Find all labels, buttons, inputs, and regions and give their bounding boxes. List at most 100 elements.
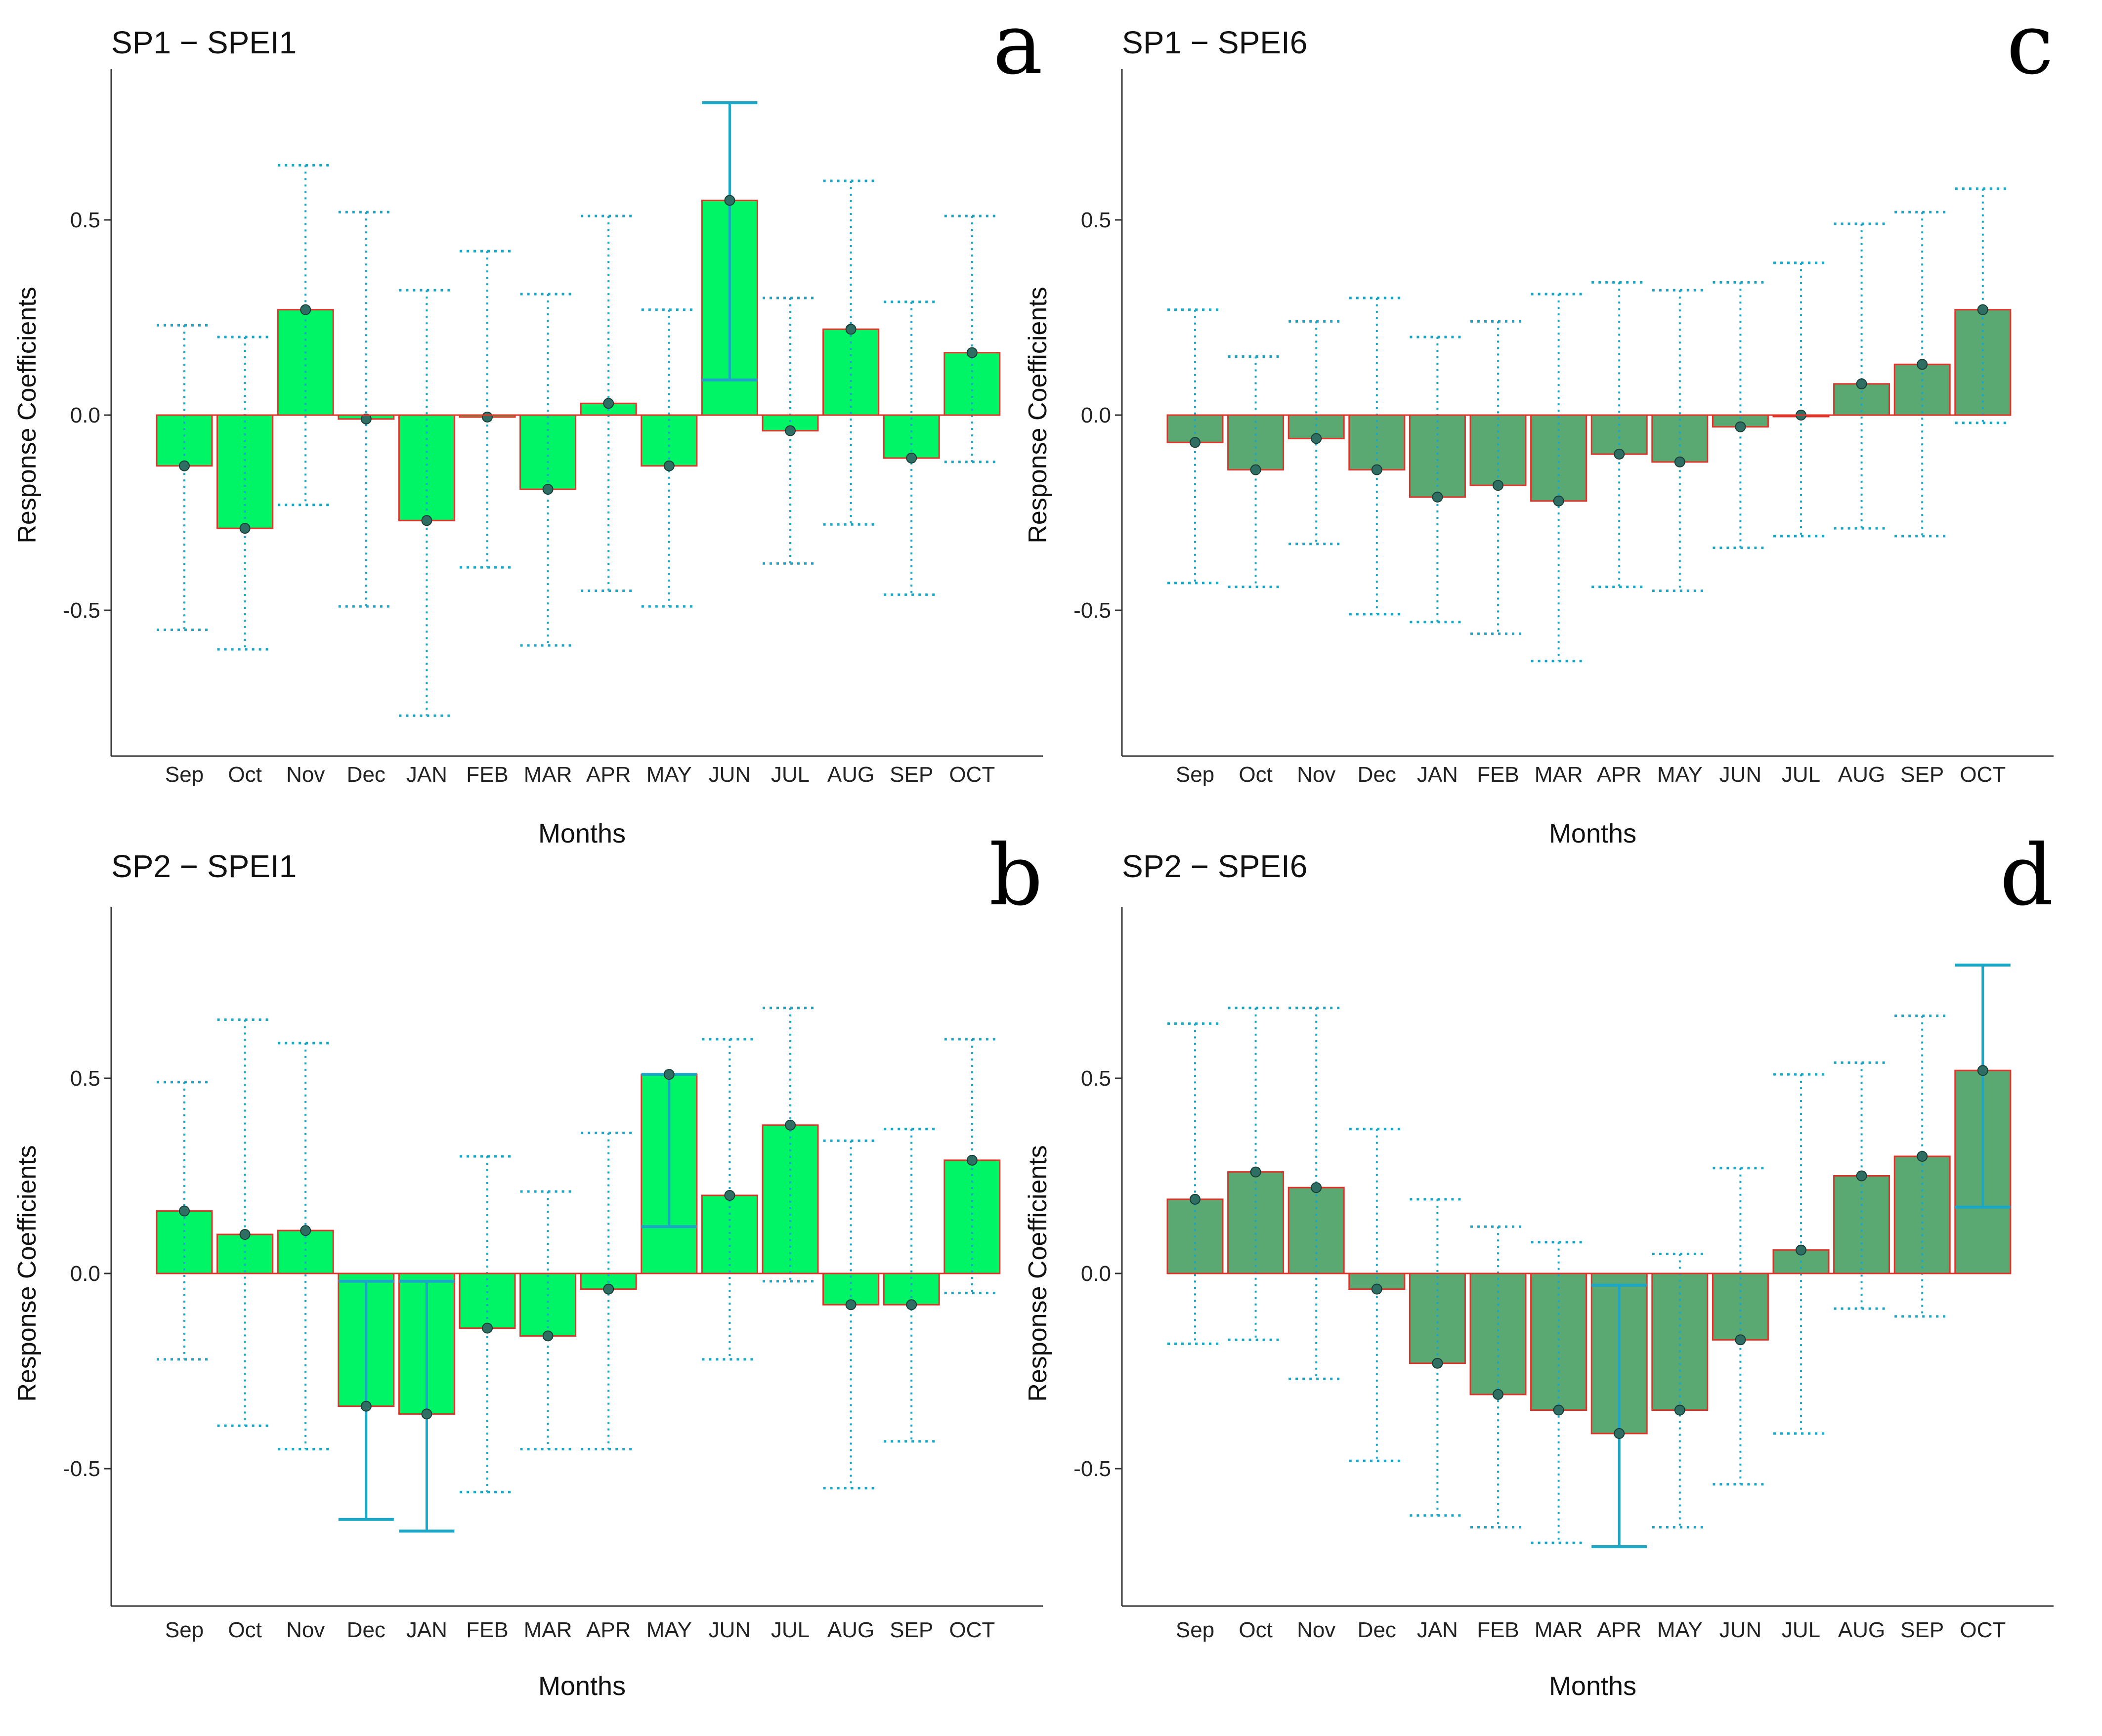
x-tick-label: FEB <box>466 1618 509 1642</box>
x-tick-label: MAR <box>524 762 572 787</box>
x-tick-label: JUN <box>709 762 751 787</box>
value-point <box>1553 1404 1564 1416</box>
y-axis-title: Response Coefficients <box>1024 1145 1052 1401</box>
y-tick-label: 0.5 <box>1081 1066 1111 1091</box>
bar <box>519 414 577 490</box>
x-tick-label: Nov <box>286 762 325 787</box>
value-point <box>724 195 735 206</box>
value-point <box>906 1299 917 1311</box>
value-point <box>1311 1182 1322 1193</box>
value-point <box>603 398 614 409</box>
panel-c-plot: -0.5 0.0 0.5 Response Coefficients Months Sep… <box>1024 69 2054 848</box>
x-tick-label: JUN <box>1719 762 1762 787</box>
x-tick-label: APR <box>1597 762 1641 787</box>
x-tick-label: JUL <box>1782 762 1820 787</box>
value-point <box>542 484 554 495</box>
panel-c-letter: c <box>2007 0 2054 93</box>
value-point <box>482 411 493 423</box>
value-point <box>1432 491 1443 503</box>
value-point <box>542 1330 554 1342</box>
bar <box>1651 1272 1709 1411</box>
y-tick-label: -0.5 <box>63 598 100 623</box>
value-point <box>1250 1166 1261 1178</box>
x-axis-title: Months <box>1549 819 1636 848</box>
y-axis-title: Response Coefficients <box>1024 287 1052 543</box>
x-tick-label: FEB <box>1477 1618 1519 1642</box>
x-tick-label: MAY <box>646 762 692 787</box>
bar <box>762 1124 819 1274</box>
value-point <box>1856 378 1867 389</box>
x-tick-label: JUN <box>1719 1618 1762 1642</box>
panel-d-plot: -0.5 0.0 0.5 Response Coefficients Months Sep… <box>1024 907 2054 1701</box>
panel-a-title: SP1 − SPEI1 <box>111 25 297 60</box>
value-point <box>300 1225 311 1236</box>
value-point <box>482 1322 493 1334</box>
x-axis-title: Months <box>538 1671 626 1701</box>
x-tick-label: APR <box>1597 1618 1641 1642</box>
panel-c-title: SP1 − SPEI6 <box>1122 25 1307 60</box>
value-point <box>179 1205 190 1217</box>
y-tick-label: 0.0 <box>70 1262 100 1286</box>
value-point <box>360 413 372 424</box>
y-tick-label: 0.5 <box>1081 208 1111 232</box>
value-point <box>603 1283 614 1295</box>
x-tick-label: MAY <box>1657 1618 1703 1642</box>
value-point <box>785 425 796 436</box>
x-tick-label: JUN <box>709 1618 751 1642</box>
x-tick-label: Nov <box>1297 762 1335 787</box>
bar <box>277 309 334 416</box>
value-point <box>421 515 432 526</box>
value-point <box>906 452 917 464</box>
value-point <box>421 1408 432 1420</box>
bar <box>1893 1155 1951 1274</box>
value-point <box>1735 421 1746 432</box>
x-tick-label: Sep <box>1176 762 1214 787</box>
bar <box>641 414 698 467</box>
bar <box>1530 1272 1587 1411</box>
value-point <box>1674 456 1685 467</box>
x-tick-label: OCT <box>1960 1618 2006 1642</box>
y-tick-label: -0.5 <box>1073 1457 1111 1481</box>
value-point <box>1614 449 1625 460</box>
x-tick-label: Oct <box>228 1618 261 1642</box>
bar <box>459 1272 516 1329</box>
value-point <box>1311 433 1322 444</box>
value-point <box>1190 1193 1201 1205</box>
bar <box>944 1159 1001 1274</box>
x-tick-label: SEP <box>1900 1618 1944 1642</box>
value-point <box>1796 1244 1806 1256</box>
x-tick-label: Oct <box>1239 1618 1272 1642</box>
panel-b-letter: b <box>989 827 1043 925</box>
value-point <box>1977 1065 1988 1076</box>
value-point <box>1493 480 1503 491</box>
x-tick-label: Dec <box>1358 762 1396 787</box>
panel-b-title: SP2 − SPEI1 <box>111 848 297 884</box>
value-point <box>845 324 857 335</box>
value-point <box>1674 1404 1685 1416</box>
bar <box>216 1233 274 1274</box>
x-tick-label: AUG <box>1838 1618 1885 1642</box>
panel-b-plot: -0.5 0.0 0.5 Response Coefficients Months Sep… <box>13 907 1043 1701</box>
x-tick-label: Nov <box>286 1618 325 1642</box>
x-tick-label: OCT <box>949 762 995 787</box>
x-tick-label: JAN <box>406 762 447 787</box>
value-point <box>1735 1334 1746 1346</box>
bar <box>1227 1171 1285 1274</box>
panel-a: SP1 − SPEI1 a -0.5 0.0 0.5 Response Coeffic… <box>13 0 1043 848</box>
x-tick-label: MAY <box>1657 762 1703 787</box>
x-tick-label: AUG <box>827 1618 874 1642</box>
x-tick-label: MAR <box>1535 762 1583 787</box>
x-tick-label: JUL <box>771 1618 810 1642</box>
y-tick-label: -0.5 <box>63 1457 100 1481</box>
x-tick-label: FEB <box>466 762 509 787</box>
value-point <box>1977 304 1988 315</box>
x-tick-label: FEB <box>1477 762 1519 787</box>
value-point <box>1917 359 1928 370</box>
bar <box>1893 363 1951 416</box>
value-point <box>966 347 978 358</box>
value-point <box>360 1400 372 1412</box>
x-tick-label: Dec <box>347 1618 386 1642</box>
x-tick-label: Sep <box>165 762 204 787</box>
bar <box>1590 414 1648 455</box>
